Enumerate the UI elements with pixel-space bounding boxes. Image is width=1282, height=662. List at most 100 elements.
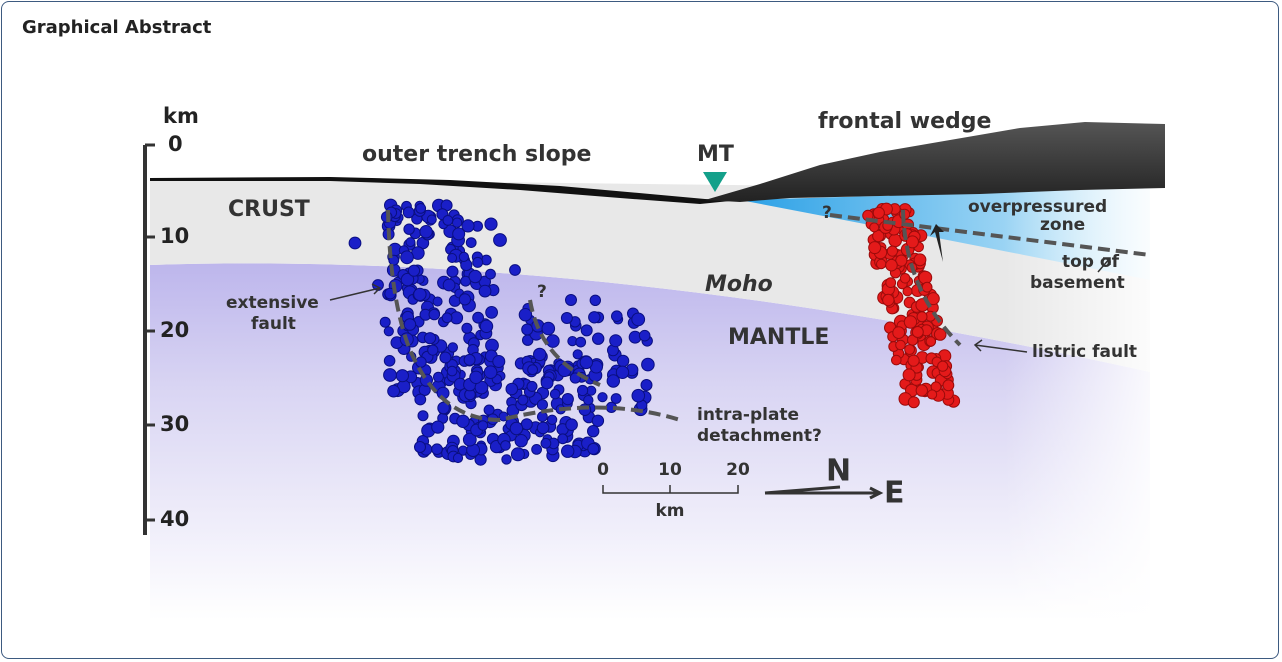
seismic-event <box>522 324 533 335</box>
seismic-event <box>584 396 593 405</box>
seismic-event <box>443 279 455 291</box>
seismic-event <box>502 455 511 464</box>
seismic-event <box>870 223 879 232</box>
label: listric fault <box>1032 342 1137 362</box>
seismic-event <box>580 356 592 368</box>
seismic-event <box>938 361 948 371</box>
seismic-event <box>908 355 919 366</box>
seismic-event <box>541 377 553 389</box>
seismic-event <box>452 218 461 227</box>
seismic-event <box>432 421 444 433</box>
seismic-event <box>440 352 451 363</box>
seismic-event <box>616 366 628 378</box>
seismic-event <box>416 204 426 214</box>
seismic-event <box>893 327 905 339</box>
seismic-event <box>479 285 491 297</box>
seismic-event <box>442 313 452 323</box>
seismic-event <box>484 366 497 379</box>
seismic-event <box>432 444 443 455</box>
seismic-event <box>469 270 481 282</box>
axis-tick: 30 <box>160 412 189 436</box>
label: zone <box>1040 215 1085 235</box>
seismic-event <box>416 357 426 367</box>
label: MANTLE <box>728 325 829 350</box>
seismic-event <box>912 327 923 338</box>
seismic-event <box>590 295 600 305</box>
seismic-event <box>429 309 440 320</box>
seismic-event <box>510 265 521 276</box>
seismic-event <box>562 394 573 405</box>
seismic-event <box>916 385 927 396</box>
seismic-event <box>447 366 457 376</box>
seismic-event <box>592 415 603 426</box>
seismic-event <box>408 265 419 276</box>
seismic-event <box>380 317 390 327</box>
seismic-event <box>384 356 395 367</box>
seismic-event <box>578 385 588 395</box>
seismic-event <box>632 389 645 402</box>
label: frontal wedge <box>818 109 991 134</box>
seismic-event <box>887 246 897 256</box>
seismic-event <box>534 348 546 360</box>
seismic-event <box>612 311 623 322</box>
seismic-event <box>896 340 906 350</box>
seismic-event <box>611 394 621 404</box>
seismic-event <box>943 380 954 391</box>
seismic-event <box>589 312 600 323</box>
seismic-event <box>873 207 884 218</box>
seismic-event <box>459 294 470 305</box>
seismic-event <box>519 309 531 321</box>
seismic-event <box>396 370 408 382</box>
seismic-event <box>515 435 527 447</box>
seismic-event <box>443 216 453 226</box>
seismic-event <box>537 422 549 434</box>
seismic-event <box>922 282 932 292</box>
seismic-event <box>401 251 414 264</box>
label: basement <box>1030 273 1125 293</box>
seismic-event <box>453 228 465 240</box>
seismic-event <box>561 313 572 324</box>
axis-tick: 0 <box>168 132 183 156</box>
seismic-event <box>434 372 444 382</box>
seismic-event <box>593 333 604 344</box>
seismic-event <box>528 365 538 375</box>
seismic-event <box>473 257 483 267</box>
seismic-event <box>610 335 622 347</box>
seismic-event <box>428 345 438 355</box>
label: overpressured <box>968 197 1107 217</box>
label: fault <box>251 314 296 334</box>
seismic-event <box>447 266 458 277</box>
label: outer trench slope <box>362 142 591 167</box>
seismic-event <box>486 307 498 319</box>
seismic-event <box>917 312 927 322</box>
seismic-event <box>459 252 468 261</box>
seismic-event <box>510 422 522 434</box>
label: Moho <box>705 272 773 297</box>
seismic-event <box>415 442 426 453</box>
seismic-event <box>494 234 507 247</box>
seismic-event <box>566 295 577 306</box>
seismic-event <box>926 337 935 346</box>
seismic-event <box>883 294 894 305</box>
seismic-event <box>886 278 896 288</box>
seismic-event <box>919 271 932 284</box>
seismic-event <box>886 259 898 271</box>
axis-tick: 10 <box>160 224 189 248</box>
seismic-event <box>900 274 910 284</box>
label: top of <box>1062 252 1120 272</box>
axis-tick: 40 <box>160 507 189 531</box>
label: MT <box>697 142 734 167</box>
seismic-event <box>869 242 881 254</box>
seismic-event <box>478 421 488 431</box>
seismic-event <box>457 415 469 427</box>
seismic-event <box>877 259 886 268</box>
seismic-event <box>914 254 926 266</box>
seismic-event <box>384 369 397 382</box>
seismic-event <box>415 394 426 405</box>
seismic-event <box>532 445 542 455</box>
label: intra-plate <box>697 405 799 425</box>
seismic-event <box>493 356 505 368</box>
seismic-event <box>448 254 457 263</box>
seismic-event <box>908 397 919 408</box>
seismic-event <box>581 325 592 336</box>
